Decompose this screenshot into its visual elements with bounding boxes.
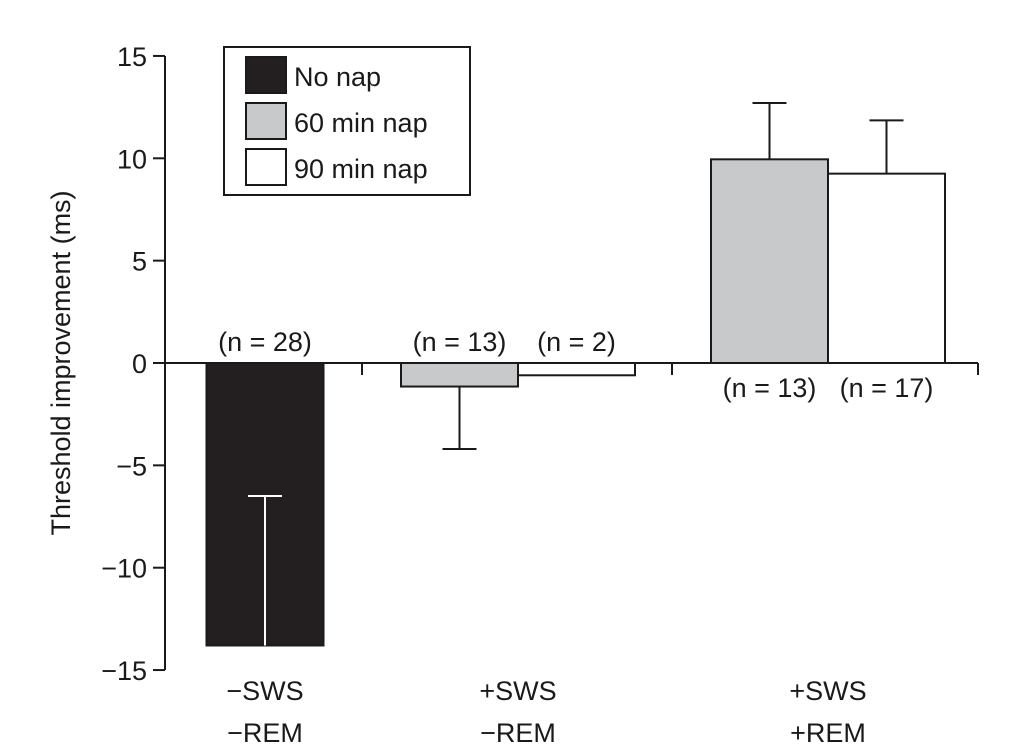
bar bbox=[517, 362, 636, 377]
y-tick-label: 10 bbox=[117, 144, 147, 174]
axes: 15 10 5 0 −5 −10 −15 −SWS −REM +SWS −REM +SWS +REM bbox=[101, 42, 979, 748]
n-label: (n = 28) bbox=[218, 327, 312, 357]
x-tick-label: +SWS bbox=[479, 676, 556, 706]
y-tick-label: 15 bbox=[117, 42, 147, 72]
x-tick-label: +SWS bbox=[789, 676, 866, 706]
bar bbox=[710, 158, 829, 364]
x-tick-label: −SWS bbox=[226, 676, 303, 706]
legend-swatch bbox=[245, 102, 287, 140]
n-label: (n = 13) bbox=[723, 373, 817, 403]
legend: No nap 60 min nap 90 min nap bbox=[223, 46, 471, 196]
legend-label: 90 min nap bbox=[294, 154, 428, 184]
legend-label: No nap bbox=[294, 62, 381, 92]
y-tick-label: 0 bbox=[132, 349, 147, 379]
legend-swatch bbox=[245, 148, 287, 186]
bars: (n = 28) (n = 13) (n = 2) (n = 13) (n = 17) bbox=[205, 102, 946, 647]
x-tick-label: +REM bbox=[790, 718, 866, 748]
y-tick-label: −5 bbox=[116, 451, 147, 481]
n-label: (n = 13) bbox=[413, 327, 507, 357]
n-label: (n = 2) bbox=[537, 327, 616, 357]
y-tick-label: −10 bbox=[101, 554, 147, 584]
x-tick-label: −REM bbox=[480, 718, 556, 748]
y-axis-label: Threshold improvement (ms) bbox=[46, 190, 76, 535]
y-tick-label: −15 bbox=[101, 656, 147, 686]
bar bbox=[400, 362, 519, 388]
y-tick-label: 5 bbox=[132, 247, 147, 277]
x-tick-label: −REM bbox=[227, 718, 303, 748]
legend-label: 60 min nap bbox=[294, 108, 428, 138]
n-label: (n = 17) bbox=[840, 373, 934, 403]
legend-swatch bbox=[245, 56, 287, 94]
bar bbox=[827, 172, 946, 364]
